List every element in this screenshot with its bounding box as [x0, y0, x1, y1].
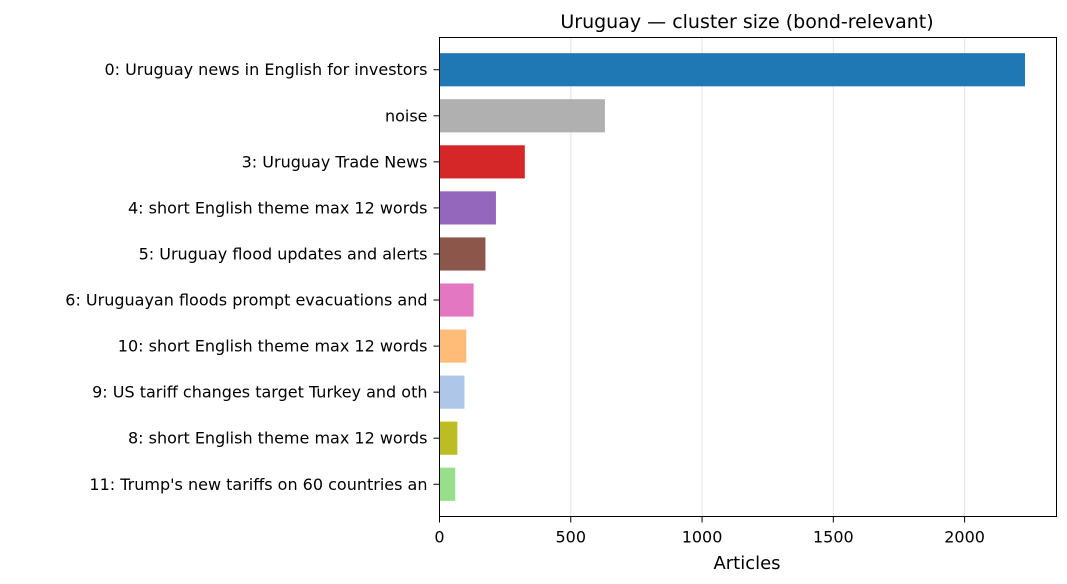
- category-label: 6: Uruguayan floods prompt evacuations a…: [65, 291, 427, 310]
- category-label: 9: US tariff changes target Turkey and o…: [92, 383, 427, 402]
- bar: [439, 421, 458, 455]
- x-axis-label: Articles: [713, 553, 780, 574]
- bar: [439, 99, 605, 133]
- category-label: 8: short English theme max 12 words: [128, 429, 428, 448]
- category-label: noise: [385, 106, 428, 125]
- category-label: 10: short English theme max 12 words: [118, 337, 428, 356]
- bar: [439, 145, 525, 179]
- x-tick-label: 0: [434, 528, 444, 547]
- bar: [439, 467, 456, 501]
- bar: [439, 191, 496, 225]
- x-tick-label: 1500: [813, 528, 854, 547]
- category-label: 5: Uruguay flood updates and alerts: [139, 244, 428, 263]
- x-tick-label: 1000: [682, 528, 723, 547]
- bar: [439, 375, 465, 409]
- category-label: 0: Uruguay news in English for investors: [104, 60, 427, 79]
- chart-title: Uruguay — cluster size (bond-relevant): [560, 11, 933, 33]
- bar: [439, 283, 474, 317]
- category-label: 3: Uruguay Trade News: [242, 152, 428, 171]
- category-axis: 0: Uruguay news in English for investors…: [65, 60, 440, 494]
- bars: [439, 53, 1025, 501]
- x-tick-label: 2000: [944, 528, 985, 547]
- bar: [439, 53, 1025, 87]
- category-label: 4: short English theme max 12 words: [128, 198, 428, 217]
- plot-frame: [439, 37, 1057, 517]
- x-axis: 0 500 1000 1500 2000: [434, 516, 985, 547]
- bar: [439, 237, 486, 271]
- x-tick-label: 500: [556, 528, 587, 547]
- bar: [439, 329, 467, 363]
- category-label: 11: Trump's new tariffs on 60 countries …: [89, 475, 427, 494]
